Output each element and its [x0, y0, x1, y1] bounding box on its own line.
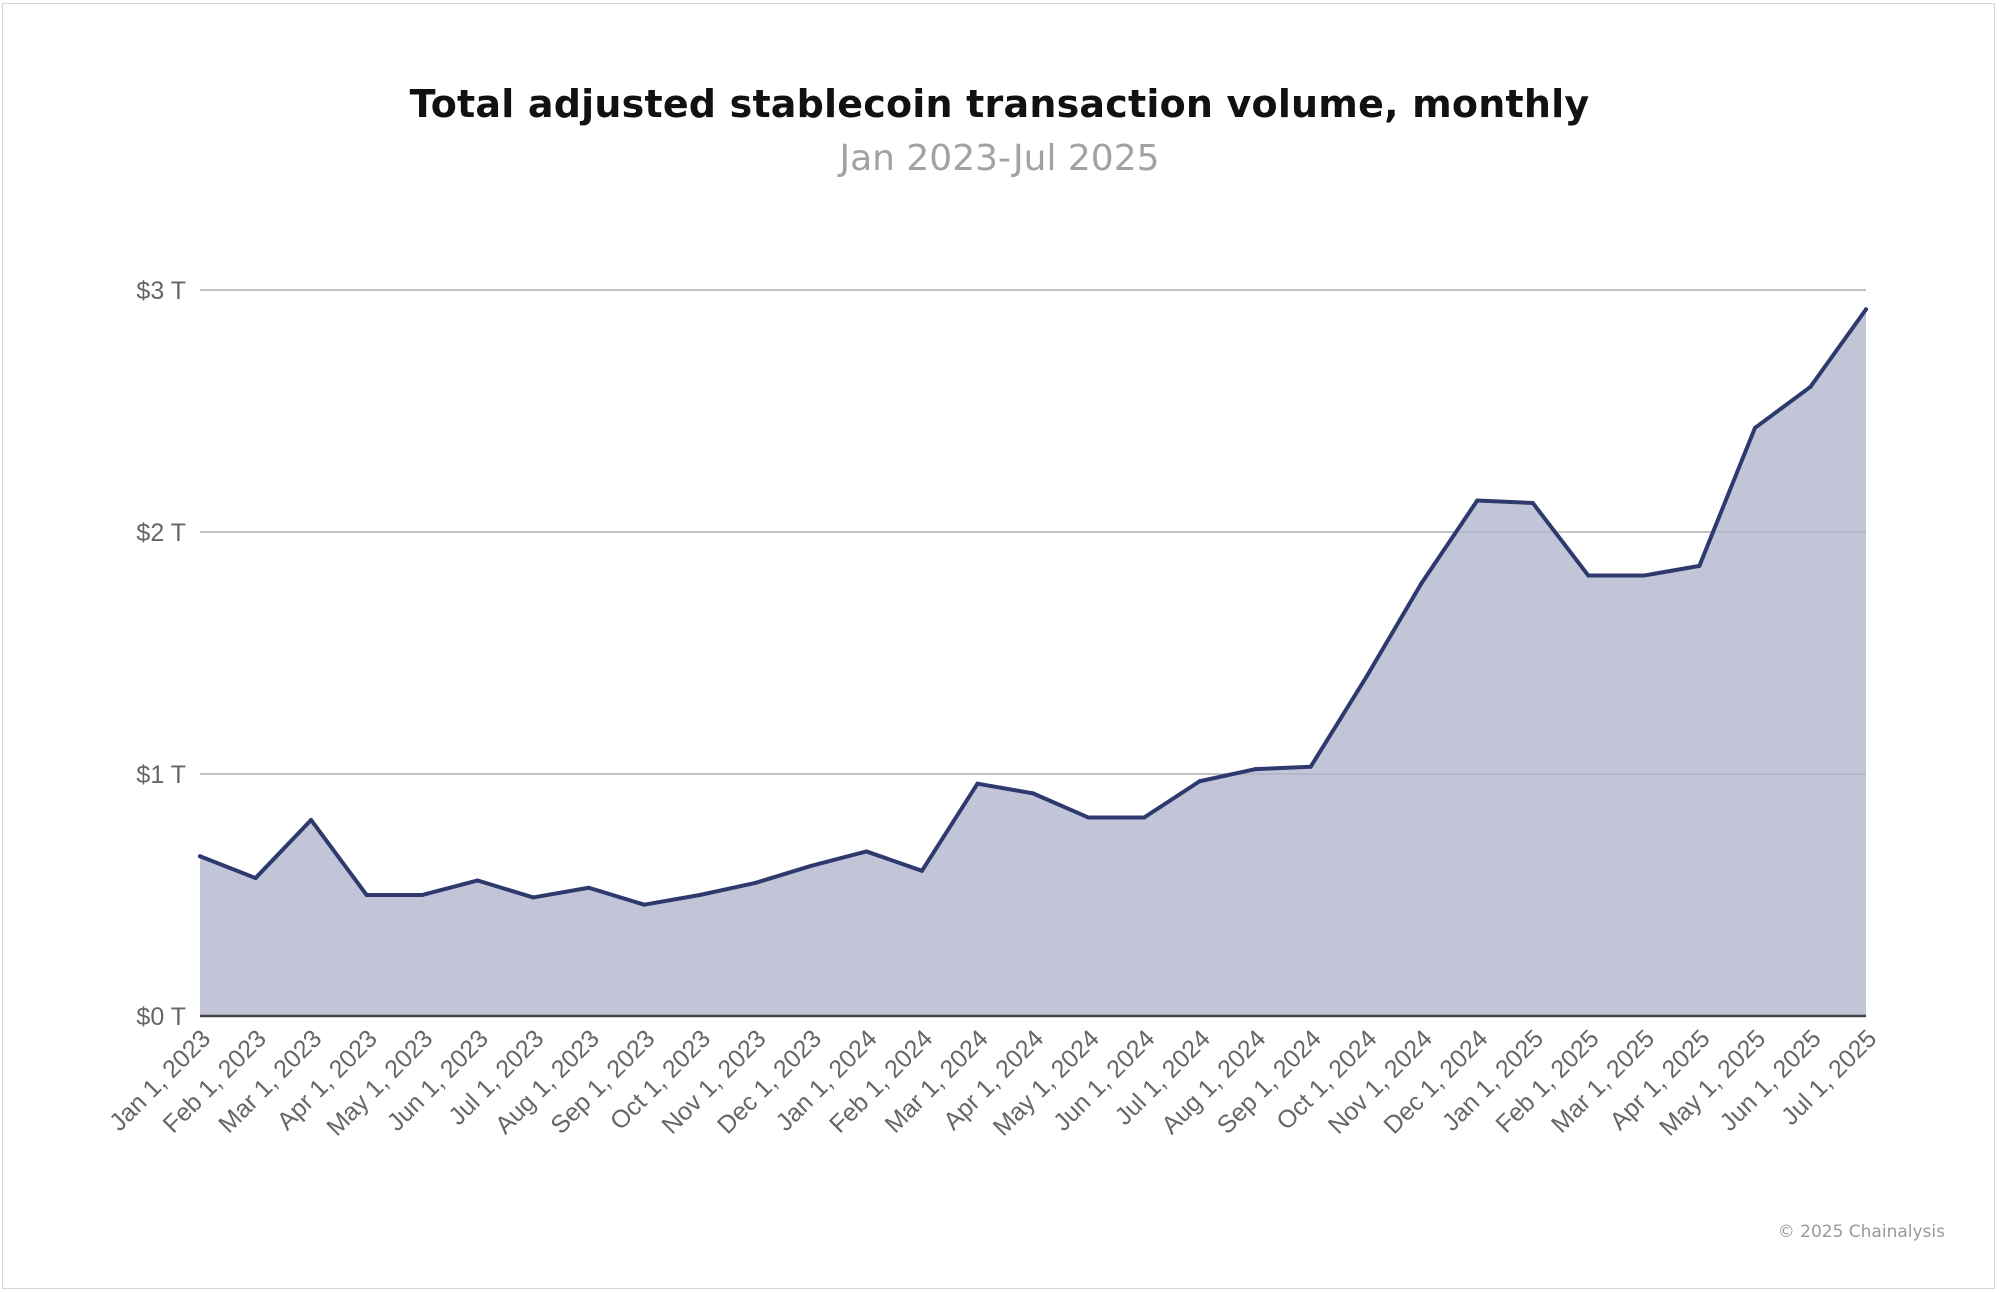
data-point	[697, 893, 702, 897]
data-point	[1586, 573, 1591, 578]
data-point	[1475, 498, 1480, 503]
y-tick-label: $3 T	[136, 277, 186, 305]
y-tick-label: $2 T	[136, 519, 186, 547]
data-point	[1197, 779, 1202, 784]
data-point	[642, 902, 647, 907]
y-tick-label: $0 T	[136, 1003, 186, 1031]
data-point	[1641, 573, 1646, 578]
data-point	[1530, 500, 1535, 505]
data-point	[364, 893, 369, 897]
data-point	[919, 868, 924, 873]
data-point	[1808, 384, 1813, 389]
data-point	[1253, 767, 1258, 772]
data-point	[1364, 675, 1369, 680]
area-fill	[200, 309, 1866, 1016]
data-point	[253, 876, 258, 881]
y-tick-labels: $0 T $1 T $2 T $3 T	[136, 277, 186, 1031]
copyright-notice: © 2025 Chainalysis	[1777, 1222, 1945, 1242]
data-point	[1086, 815, 1091, 820]
data-point	[531, 895, 536, 900]
data-point	[1864, 307, 1868, 312]
data-point	[1419, 580, 1424, 585]
area-layer	[198, 289, 1868, 1016]
data-point	[1308, 764, 1313, 769]
data-point	[1697, 563, 1702, 568]
data-point	[309, 817, 314, 822]
data-point	[198, 854, 202, 859]
y-tick-label: $1 T	[136, 761, 186, 789]
data-point	[864, 849, 869, 854]
data-point	[586, 885, 591, 890]
data-point	[1031, 791, 1035, 796]
data-point	[1752, 425, 1757, 430]
data-point	[475, 878, 480, 883]
data-point	[420, 893, 425, 897]
data-point	[975, 781, 980, 786]
data-point	[753, 880, 758, 885]
chart-title: Total adjusted stablecoin transaction vo…	[409, 82, 1590, 126]
chart-subtitle: Jan 2023-Jul 2025	[839, 138, 1160, 179]
data-point	[808, 863, 813, 868]
data-point	[1142, 815, 1147, 820]
